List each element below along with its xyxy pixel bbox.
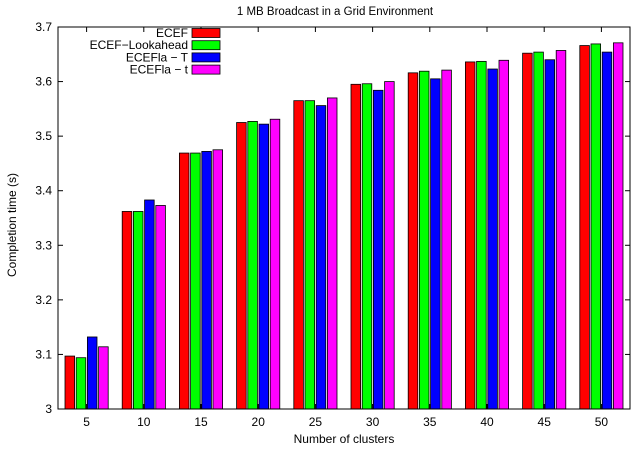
bar-ecef-40: [464, 61, 476, 410]
bar-ecefla-t-10: [155, 205, 166, 410]
bar-ecefla-t-10: [144, 199, 155, 410]
bar-ecefla-t-15: [201, 151, 212, 410]
legend-swatch: [191, 40, 221, 51]
bar-ecef-45: [522, 52, 533, 410]
bar-ecefla-t-25: [315, 105, 327, 410]
bar-ecefla-t-50: [613, 42, 624, 410]
bar-ecefla-t-35: [441, 69, 452, 410]
legend-swatch: [191, 28, 221, 38]
bar-ecef-lookahead-10: [132, 211, 144, 410]
y-tick-label: 3.7: [35, 20, 52, 34]
bar-ecefla-t-35: [430, 78, 441, 410]
bar-ecefla-t-40: [487, 68, 498, 410]
bar-ecef-50: [579, 45, 590, 410]
x-tick-label: 45: [538, 415, 552, 429]
x-tick-label: 50: [595, 415, 609, 429]
x-tick-label: 5: [83, 415, 90, 429]
legend-swatch: [191, 52, 221, 63]
bar-ecef-15: [178, 152, 190, 410]
axes-frame: [57, 26, 631, 410]
bar-ecefla-t-40: [498, 59, 510, 410]
x-tick-label: 20: [252, 415, 266, 429]
legend-label: ECEFla − T: [126, 50, 189, 64]
y-tick-label: 3.2: [35, 293, 52, 307]
y-tick-label: 3.6: [35, 75, 52, 89]
x-tick-label: 10: [137, 415, 151, 429]
bar-ecef-lookahead-50: [590, 43, 602, 410]
bar-ecefla-t-30: [384, 81, 395, 410]
bar-ecef-20: [236, 122, 247, 410]
bar-ecefla-t-5: [87, 336, 98, 410]
legend-label: ECEF−Lookahead: [90, 38, 188, 52]
bar-ecef-30: [350, 83, 362, 410]
bar-ecef-lookahead-45: [533, 51, 544, 410]
y-axis-label: Completion time (s): [5, 173, 19, 277]
bar-ecef-lookahead-15: [190, 152, 201, 410]
bar-ecefla-t-45: [544, 59, 556, 410]
bar-ecefla-t-15: [212, 149, 224, 410]
legend-swatch: [191, 64, 221, 75]
y-tick-label: 3.4: [35, 184, 52, 198]
bar-ecef-lookahead-40: [476, 60, 487, 410]
bar-ecefla-t-30: [372, 89, 384, 410]
bar-ecef-35: [407, 72, 419, 410]
y-tick-label: 3: [45, 402, 52, 416]
x-axis-label: Number of clusters: [294, 432, 395, 446]
bar-ecef-lookahead-20: [247, 121, 258, 410]
plot-area: 3 3.1 3.2 3.3 3.4 3.5 3.6 3.7 5 10 15 20 25 30 35 40 45 5…: [35, 20, 631, 429]
bar-ecefla-t-50: [601, 51, 613, 410]
x-tick-label: 15: [194, 415, 208, 429]
bar-ecef-lookahead-35: [418, 70, 430, 410]
y-tick-label: 3.5: [35, 129, 52, 143]
bar-ecefla-t-25: [326, 97, 338, 410]
x-tick-label: 40: [480, 415, 494, 429]
bar-ecef-5: [64, 355, 76, 410]
x-tick-label: 30: [366, 415, 380, 429]
bar-ecefla-t-20: [269, 118, 281, 410]
chart-title: 1 MB Broadcast in a Grid Environment: [237, 6, 434, 18]
y-tick-label: 3.1: [35, 347, 52, 361]
bar-ecef-lookahead-30: [361, 83, 373, 410]
bar-ecef-lookahead-25: [304, 100, 316, 410]
bar-ecefla-t-45: [555, 50, 567, 410]
bar-ecef-10: [121, 211, 133, 410]
legend-label: ECEFla − t: [130, 63, 189, 77]
bar-ecefla-t-20: [258, 123, 270, 410]
y-tick-label: 3.3: [35, 238, 52, 252]
bar-ecef-25: [293, 100, 304, 410]
x-tick-label: 35: [423, 415, 437, 429]
bar-ecef-lookahead-5: [75, 357, 87, 410]
x-tick-label: 25: [309, 415, 323, 429]
legend-label: ECEF: [156, 26, 188, 40]
bar-ecefla-t-5: [98, 346, 109, 410]
